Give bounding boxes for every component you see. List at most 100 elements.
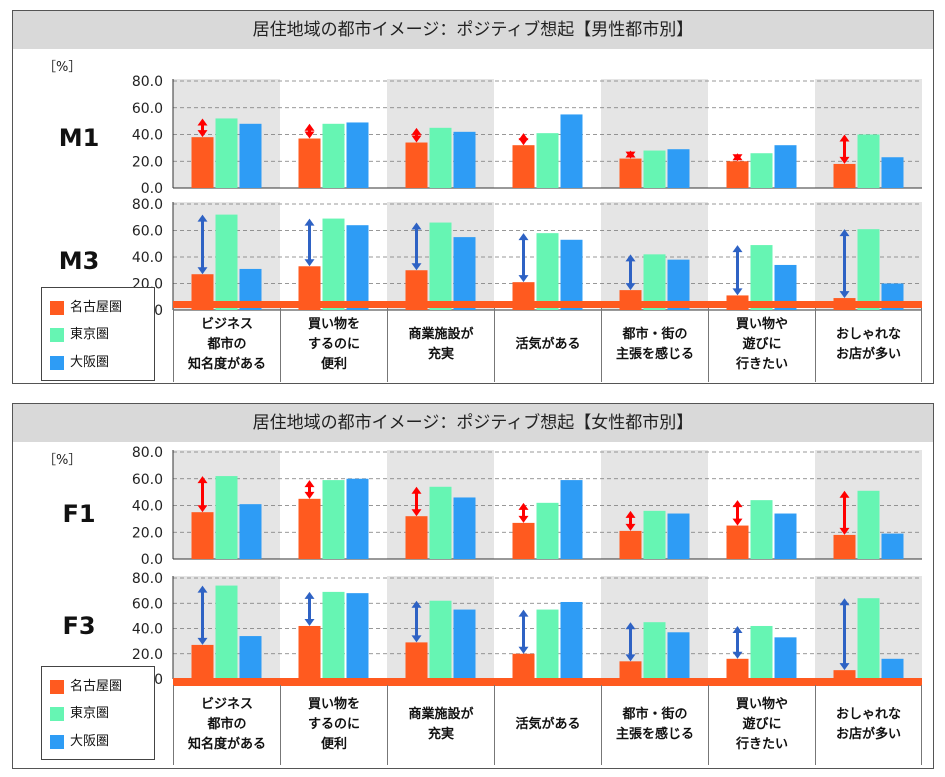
arrow-head	[625, 283, 636, 291]
difference-arrow	[304, 480, 315, 499]
difference-arrow	[839, 490, 850, 535]
arrow-head	[839, 229, 850, 237]
arrow-head	[304, 480, 315, 488]
bar	[453, 497, 476, 559]
y-tick-label: 40.0	[132, 128, 163, 144]
arrow-head	[732, 625, 743, 633]
bar	[857, 229, 880, 310]
difference-arrow	[518, 233, 529, 283]
row-label: M1	[59, 124, 100, 152]
arrow-head	[304, 131, 315, 139]
bar	[833, 163, 856, 188]
arrow-head	[518, 275, 529, 283]
baseline-band	[173, 301, 922, 308]
male-chart-panel: 居住地域の都市イメージ：ポジティブ想起【男性都市別】 ［%］ 80.0 60.0 40…	[12, 10, 934, 384]
arrow-head	[839, 134, 850, 142]
arrow-head	[197, 637, 208, 645]
difference-arrow	[732, 245, 743, 296]
difference-arrow	[839, 134, 850, 164]
unit-label: ［%］	[43, 453, 81, 468]
arrow-head	[197, 476, 208, 484]
y-tick-label: 60.0	[132, 101, 163, 117]
bar	[322, 591, 345, 679]
difference-arrow	[411, 600, 422, 643]
legend-label: 大阪圏	[70, 355, 110, 370]
category-label: 活気がある	[495, 685, 602, 765]
arrow-head	[197, 130, 208, 138]
arrow-head	[304, 491, 315, 499]
legend-swatch	[50, 679, 64, 694]
difference-arrow	[411, 486, 422, 517]
legend-swatch	[50, 355, 64, 370]
arrow-head	[197, 214, 208, 222]
bar	[857, 490, 880, 559]
difference-arrow	[518, 502, 529, 523]
arrow-head	[732, 518, 743, 526]
difference-arrow	[732, 153, 743, 162]
difference-arrow	[625, 254, 636, 291]
arrow-head	[732, 500, 743, 508]
arrow-head	[625, 254, 636, 262]
y-tick-label: 60.0	[132, 472, 163, 488]
arrow-head	[732, 245, 743, 253]
bar	[191, 137, 214, 188]
bar	[774, 513, 797, 559]
legend-swatch	[50, 300, 64, 315]
arrow-head	[304, 618, 315, 626]
bar	[536, 502, 559, 559]
arrow-head	[839, 490, 850, 498]
category-label: 商業施設が 充実	[388, 685, 495, 765]
arrow-head	[518, 609, 529, 617]
arrow-head	[732, 288, 743, 296]
y-tick-label: 80.0	[132, 571, 163, 587]
category-label: 買い物を するのに 便利	[281, 308, 388, 382]
difference-arrow	[304, 591, 315, 626]
bar	[881, 533, 904, 559]
difference-arrow	[518, 133, 529, 146]
bar	[512, 522, 535, 559]
arrow-head	[518, 138, 529, 146]
row-label: F3	[62, 612, 95, 640]
y-tick-label: 80.0	[132, 445, 163, 461]
bar	[560, 601, 583, 679]
category-label: ビジネス 都市の 知名度がある	[174, 308, 281, 382]
arrow-head	[839, 663, 850, 671]
difference-arrow	[197, 476, 208, 513]
bar	[726, 658, 749, 679]
bar	[774, 264, 797, 310]
bar	[346, 478, 369, 559]
y-tick-label: 80.0	[132, 197, 163, 213]
bar	[215, 476, 238, 559]
y-tick-label: 60.0	[132, 224, 163, 240]
legend: 名古屋圏 東京圏 大阪圏	[41, 666, 155, 760]
arrow-head	[411, 486, 422, 494]
y-tick-label: 0.0	[141, 552, 163, 568]
arrow-head	[518, 233, 529, 241]
bar	[429, 222, 452, 310]
bar	[405, 142, 428, 188]
legend: 名古屋圏 東京圏 大阪圏	[41, 287, 155, 381]
bar	[298, 498, 321, 559]
arrow-head	[304, 123, 315, 131]
arrow-head	[197, 267, 208, 275]
bar	[881, 157, 904, 188]
bar	[405, 516, 428, 559]
arrow-head	[411, 222, 422, 230]
arrow-head	[411, 263, 422, 271]
bar	[833, 670, 856, 679]
difference-arrow	[839, 598, 850, 671]
bar	[429, 600, 452, 679]
bar	[750, 245, 773, 310]
male-chart-svg: ［%］80.060.040.020.00.0M180.060.040.020.0…	[43, 60, 922, 319]
arrow-head	[625, 151, 636, 159]
difference-arrow	[625, 622, 636, 662]
bar	[857, 598, 880, 679]
legend-item-tokyo: 東京圏	[50, 326, 109, 344]
arrow-head	[411, 127, 422, 135]
category-label: 活気がある	[495, 308, 602, 382]
bar	[322, 480, 345, 559]
bar	[346, 122, 369, 188]
y-tick-label: 20.0	[132, 647, 163, 663]
arrow-head	[518, 502, 529, 510]
bar	[667, 513, 690, 559]
